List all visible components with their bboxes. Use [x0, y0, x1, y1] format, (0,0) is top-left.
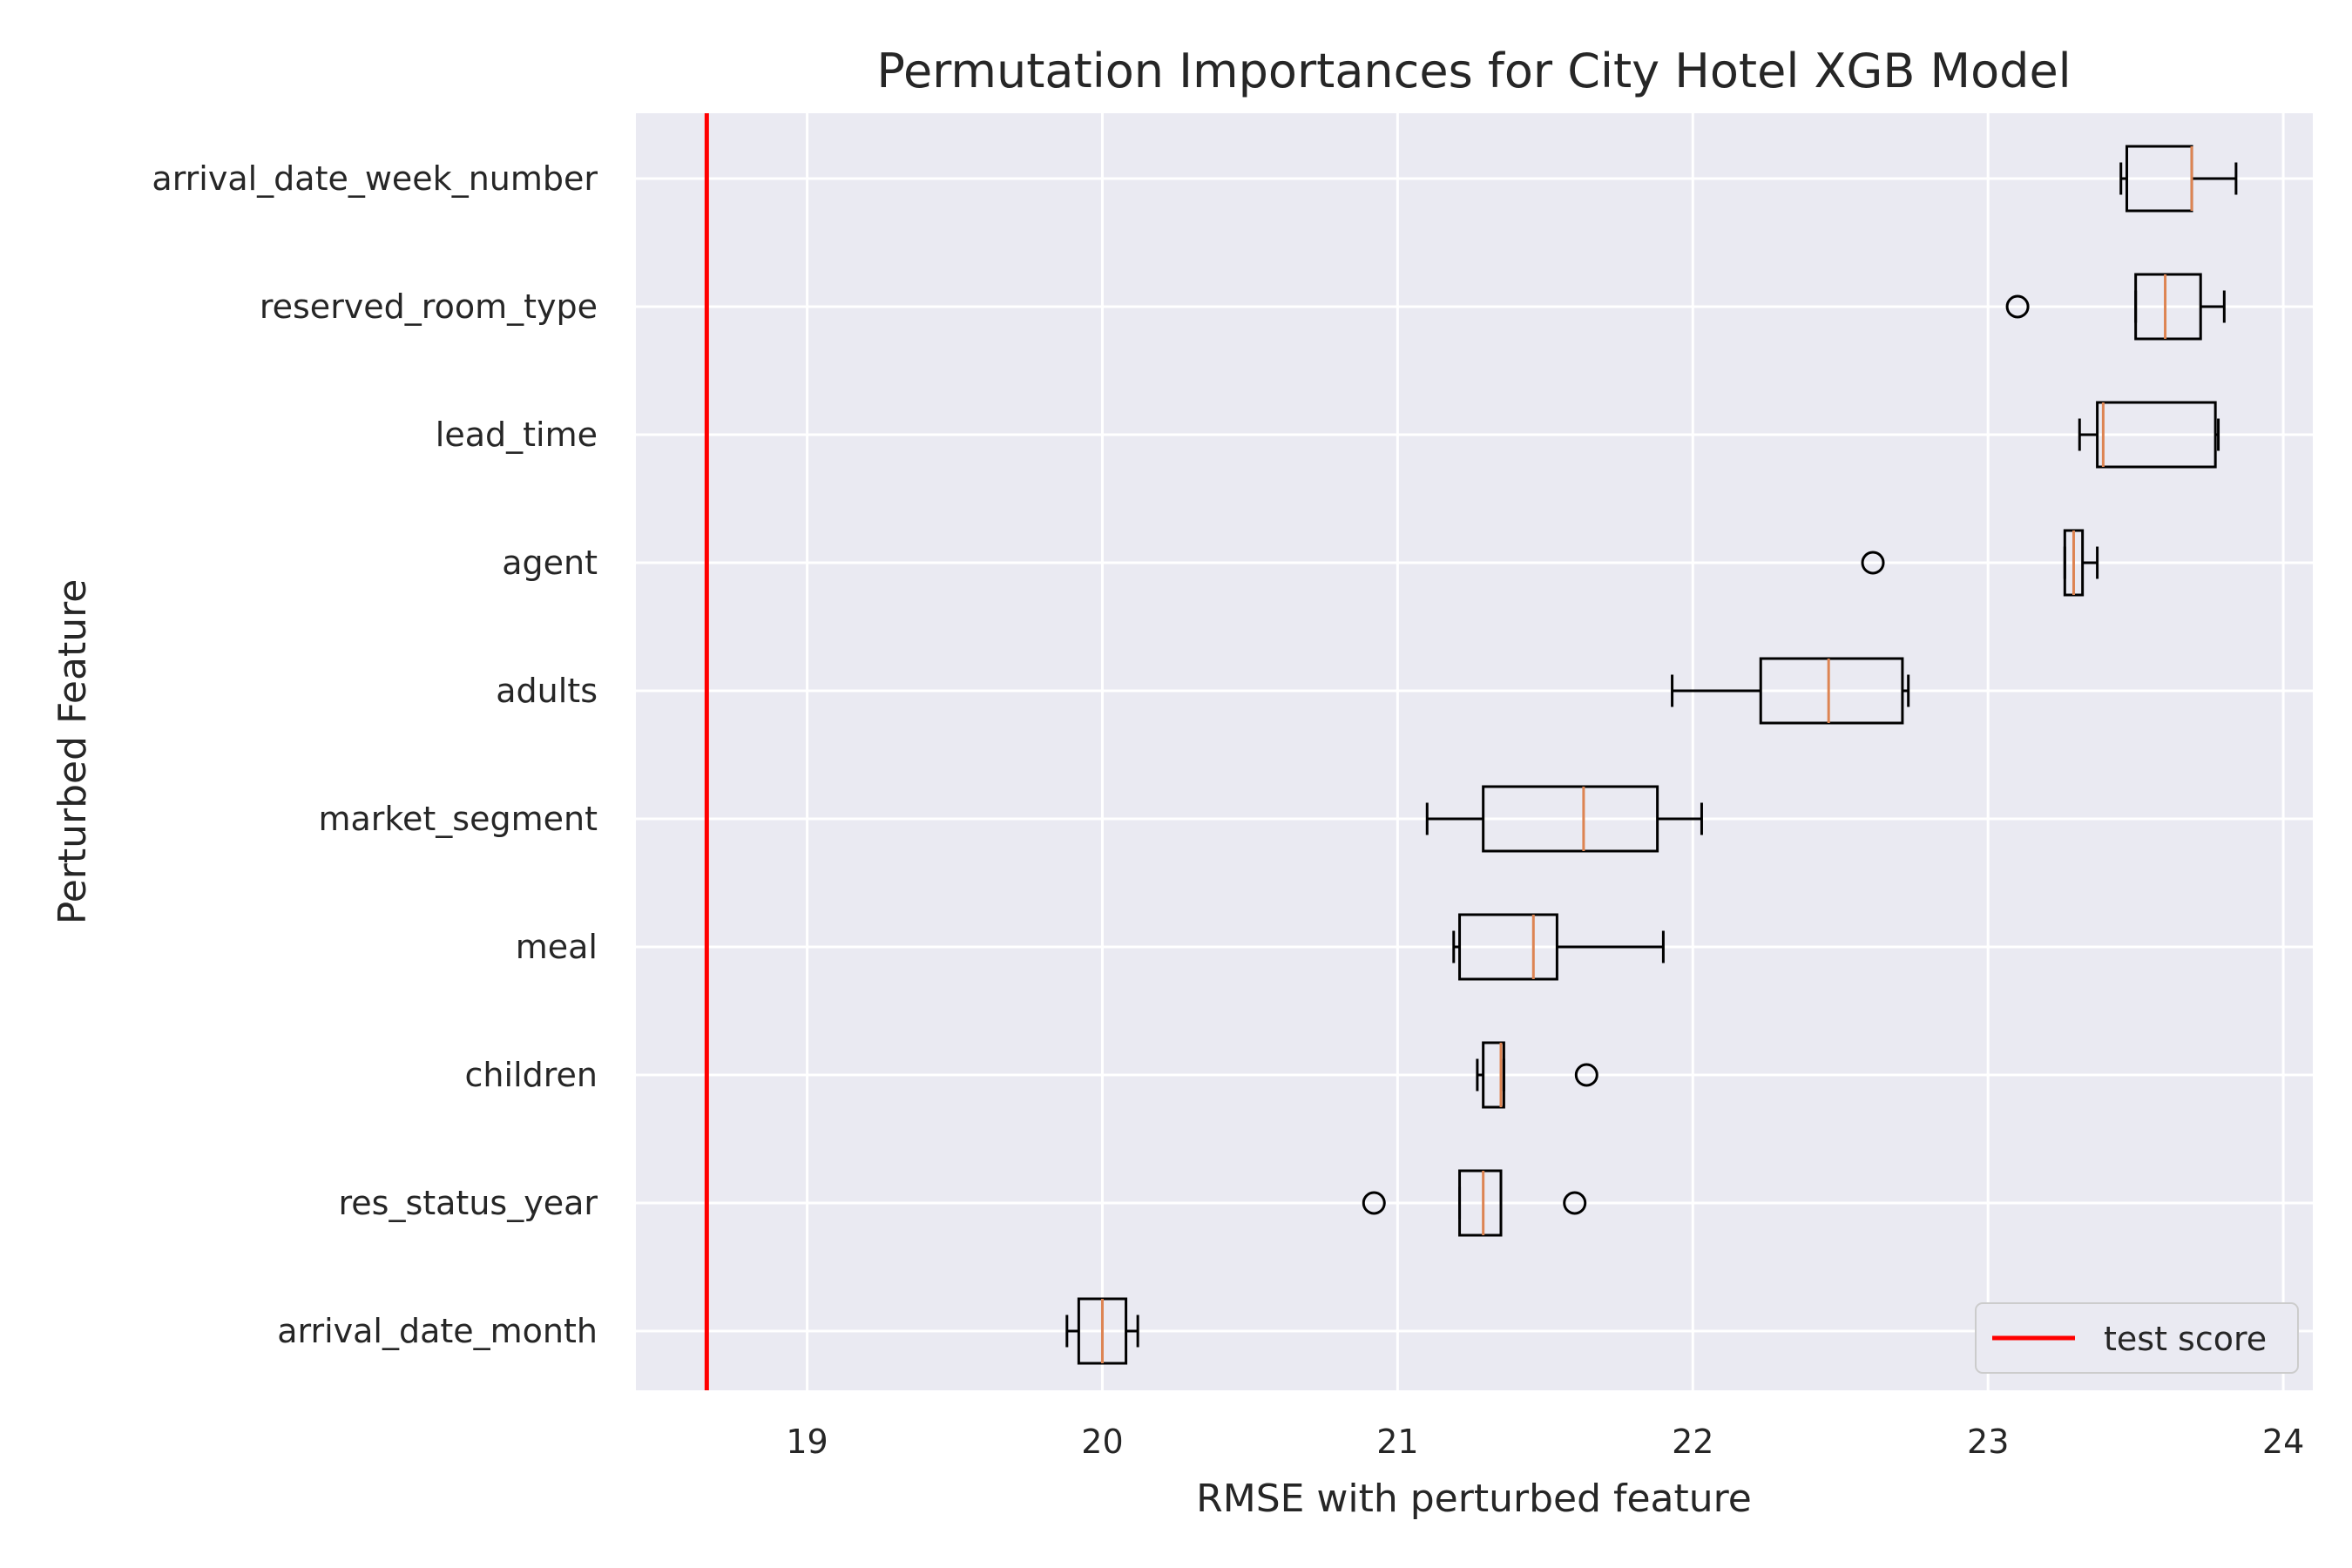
- y-tick-labels: arrival_date_week_number reserved_room_ty…: [152, 159, 598, 1350]
- plot-area: [636, 113, 2313, 1390]
- outlier-point: [2005, 294, 2030, 319]
- x-tick-label: 22: [1672, 1423, 1713, 1461]
- legend: test score: [1975, 1302, 2299, 1374]
- y-tick-label-agent: agent: [502, 544, 598, 582]
- y-tick-label-arrival-date-week-number: arrival_date_week_number: [152, 159, 598, 198]
- box-iqr: [1458, 913, 1558, 981]
- x-tick-label: 20: [1081, 1423, 1123, 1461]
- box-arrival-date-month: [1065, 1297, 1139, 1365]
- outlier-point: [1362, 1191, 1386, 1215]
- grid-lines: [636, 113, 2313, 1390]
- boxes: [1065, 145, 2238, 1365]
- chart-title: Permutation Importances for City Hotel X…: [876, 44, 2071, 98]
- box-lead-time: [2078, 401, 2220, 469]
- box-adults: [1671, 657, 1910, 725]
- box-meal: [1452, 913, 1665, 981]
- legend-frame: [1975, 1302, 2299, 1374]
- y-tick-label-children: children: [465, 1056, 598, 1094]
- legend-label-test-score: test score: [2104, 1320, 2267, 1358]
- box-iqr: [1482, 1041, 1505, 1109]
- box-res-status-year: [1362, 1169, 1587, 1237]
- box-reserved-room-type: [2005, 273, 2226, 341]
- box-iqr: [1482, 785, 1659, 853]
- y-axis-label: Perturbed Feature: [51, 579, 95, 925]
- box-iqr: [2096, 401, 2217, 469]
- box-iqr: [2134, 273, 2202, 341]
- box-children: [1476, 1041, 1598, 1109]
- box-iqr: [1759, 657, 1904, 725]
- x-tick-label: 19: [786, 1423, 828, 1461]
- y-tick-label-market-segment: market_segment: [318, 800, 598, 838]
- box-iqr: [1458, 1169, 1503, 1237]
- x-tick-labels: 19 20 21 22 23 24: [786, 1423, 2304, 1461]
- x-tick-label: 21: [1376, 1423, 1418, 1461]
- y-tick-label-reserved-room-type: reserved_room_type: [260, 287, 598, 326]
- outlier-point: [1574, 1063, 1598, 1087]
- y-tick-label-res-status-year: res_status_year: [338, 1184, 598, 1222]
- x-tick-label: 24: [2262, 1423, 2304, 1461]
- box-market-segment: [1425, 785, 1703, 853]
- x-axis-label: RMSE with perturbed feature: [1196, 1477, 1752, 1521]
- outlier-point: [1861, 551, 1885, 575]
- x-tick-label: 23: [1967, 1423, 2009, 1461]
- box-arrival-date-week-number: [2119, 145, 2238, 213]
- y-tick-label-meal: meal: [516, 928, 598, 966]
- box-agent: [1861, 529, 2099, 597]
- y-tick-label-lead-time: lead_time: [436, 416, 598, 454]
- y-tick-label-adults: adults: [496, 672, 598, 710]
- y-tick-label-arrival-date-month: arrival_date_month: [277, 1312, 598, 1350]
- outlier-point: [1563, 1191, 1587, 1215]
